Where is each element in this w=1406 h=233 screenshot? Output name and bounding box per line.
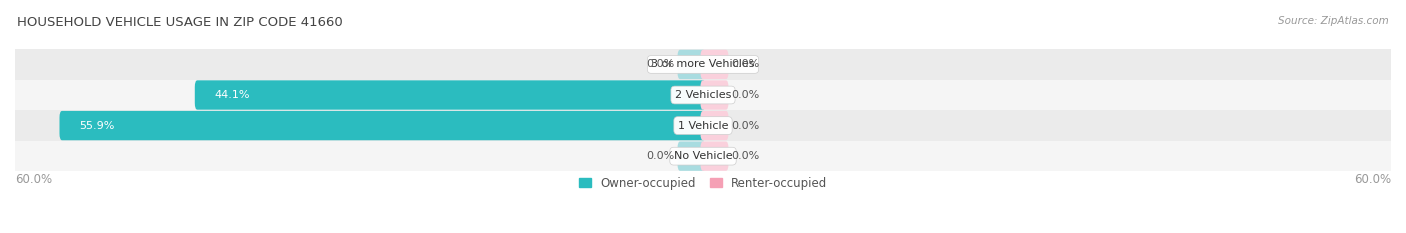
Text: 0.0%: 0.0%	[731, 151, 759, 161]
FancyBboxPatch shape	[678, 141, 706, 171]
FancyBboxPatch shape	[700, 111, 728, 140]
Text: 2 Vehicles: 2 Vehicles	[675, 90, 731, 100]
Bar	[15, 141, 1391, 171]
Text: 55.9%: 55.9%	[79, 121, 114, 130]
Text: HOUSEHOLD VEHICLE USAGE IN ZIP CODE 41660: HOUSEHOLD VEHICLE USAGE IN ZIP CODE 4166…	[17, 16, 343, 29]
FancyBboxPatch shape	[195, 80, 706, 110]
Text: 60.0%: 60.0%	[1354, 173, 1391, 186]
Text: No Vehicle: No Vehicle	[673, 151, 733, 161]
Text: 44.1%: 44.1%	[215, 90, 250, 100]
Text: 0.0%: 0.0%	[647, 151, 675, 161]
FancyBboxPatch shape	[700, 50, 728, 79]
Text: Source: ZipAtlas.com: Source: ZipAtlas.com	[1278, 16, 1389, 26]
Bar	[15, 49, 1391, 80]
FancyBboxPatch shape	[700, 80, 728, 110]
Text: 0.0%: 0.0%	[731, 121, 759, 130]
Text: 0.0%: 0.0%	[731, 59, 759, 69]
Bar	[15, 80, 1391, 110]
Text: 0.0%: 0.0%	[731, 90, 759, 100]
FancyBboxPatch shape	[700, 141, 728, 171]
Text: 0.0%: 0.0%	[647, 59, 675, 69]
FancyBboxPatch shape	[678, 50, 706, 79]
Text: 1 Vehicle: 1 Vehicle	[678, 121, 728, 130]
Text: 3 or more Vehicles: 3 or more Vehicles	[651, 59, 755, 69]
Bar	[15, 110, 1391, 141]
Legend: Owner-occupied, Renter-occupied: Owner-occupied, Renter-occupied	[579, 177, 827, 190]
Text: 60.0%: 60.0%	[15, 173, 52, 186]
FancyBboxPatch shape	[59, 111, 706, 140]
